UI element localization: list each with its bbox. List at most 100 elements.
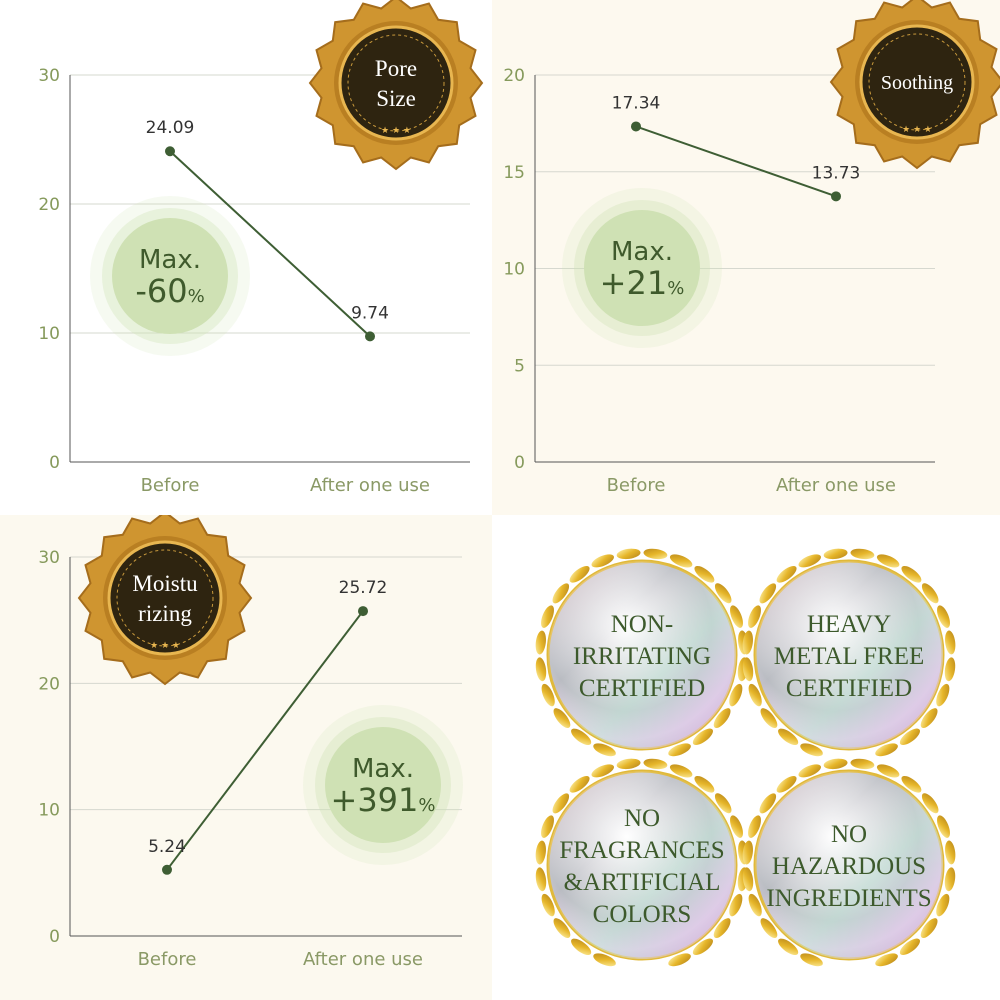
- badge-text: IRRITATING: [573, 643, 711, 670]
- data-point: [831, 191, 841, 202]
- laurel-leaf: [729, 893, 743, 917]
- data-label: 13.73: [812, 163, 861, 183]
- series-line: [169, 150, 371, 338]
- seal-center-shape: [859, 24, 975, 140]
- highlight-value-number: +21: [600, 264, 668, 302]
- moisturizing-chart-panel: 0 10 20 30 Before After one use Max. +391% 5.24 2…: [0, 515, 492, 1000]
- badge-text: CERTIFIED: [579, 675, 705, 702]
- y-tick-label: 0: [49, 453, 60, 473]
- laurel-leaf: [668, 743, 691, 757]
- laurel-leaf: [760, 918, 778, 939]
- laurel-leaf: [945, 840, 956, 865]
- laurel-leaf: [875, 953, 898, 967]
- badge-text: HAZARDOUS: [772, 853, 926, 880]
- laurel-leaf: [937, 605, 950, 628]
- chart-seal-badge: Moistu rizing ★ ★ ★: [77, 515, 253, 686]
- highlight-core: [112, 218, 228, 334]
- max-change-highlight: Max.+391%: [303, 705, 463, 865]
- y-tick-label: 10: [38, 324, 60, 344]
- y-tick-label: 20: [38, 195, 60, 215]
- data-label: 9.74: [351, 303, 389, 323]
- highlight-label: Max.: [352, 754, 414, 784]
- laurel-leaf: [643, 758, 668, 770]
- laurel-leaf: [936, 893, 950, 917]
- laurel-leaf: [571, 938, 592, 956]
- y-tick-label: 20: [503, 66, 525, 86]
- laurel-leaf: [535, 867, 547, 892]
- laurel-leaf: [694, 775, 715, 793]
- laurel-leaf: [535, 630, 546, 655]
- certifications-panel: NON- IRRITATING CERTIFIED HEAVY METAL FREE CE…: [492, 515, 1000, 1000]
- laurel-leaf: [823, 548, 848, 560]
- laurel-leaf: [593, 953, 616, 967]
- laurel-leaf: [535, 840, 546, 865]
- highlight-core: [325, 727, 441, 843]
- badge-text: METAL FREE: [774, 643, 925, 670]
- laurel-leaf: [776, 775, 797, 793]
- highlight-value-unit: %: [188, 286, 205, 307]
- seal-label: Moistu: [132, 571, 198, 596]
- highlight-value-unit: %: [667, 278, 684, 299]
- laurel-leaf: [643, 548, 668, 560]
- seal-center-shape: [338, 25, 454, 141]
- data-label: 25.72: [339, 578, 388, 598]
- laurel-leaf: [748, 893, 762, 917]
- laurel-leaf: [937, 815, 950, 838]
- laurel-leaf: [571, 728, 592, 746]
- highlight-value-unit: %: [418, 795, 435, 816]
- laurel-leaf: [694, 565, 715, 583]
- certification-badge: NON- IRRITATING CERTIFIED: [535, 548, 749, 757]
- series-line: [166, 610, 364, 871]
- y-tick-label: 0: [514, 453, 525, 473]
- laurel-ring-shape: [868, 33, 966, 131]
- y-tick-label: 0: [49, 927, 60, 947]
- data-label: 5.24: [148, 837, 186, 857]
- x-tick-label: Before: [607, 475, 666, 496]
- highlight-value-number: +391: [331, 781, 419, 819]
- y-tick-label: 10: [38, 801, 60, 821]
- laurel-leaf: [742, 840, 753, 865]
- laurel-leaf: [742, 657, 754, 682]
- seal-center-shape: [107, 540, 223, 656]
- laurel-leaf: [669, 764, 693, 778]
- laurel-leaf: [742, 630, 753, 655]
- seal-stars: ★ ★ ★: [902, 125, 932, 135]
- soothing-chart: 0 5 10 15 20 Before After one use Max.+21% 17.34…: [503, 0, 1000, 496]
- data-point: [165, 146, 175, 157]
- laurel-leaf: [552, 793, 570, 814]
- certification-badge: NO FRAGRANCES&ARTIFICIAL COLORS: [535, 758, 749, 967]
- y-tick-label: 5: [514, 356, 525, 376]
- x-tick-label: Before: [141, 475, 200, 496]
- laurel-leaf: [591, 554, 614, 568]
- laurel-ring-shape: [347, 34, 445, 132]
- laurel-leaf: [823, 758, 848, 770]
- laurel-leaf: [759, 583, 777, 604]
- highlight-value-number: -60: [135, 272, 187, 310]
- laurel-leaf: [899, 728, 921, 745]
- laurel-leaf: [541, 893, 555, 917]
- y-tick-label: 15: [503, 163, 525, 183]
- badge-text: NO: [831, 821, 867, 848]
- laurel-leaf: [713, 708, 731, 729]
- x-tick-label: Before: [138, 949, 197, 970]
- laurel-leaf: [920, 918, 938, 939]
- laurel-leaf: [778, 938, 799, 956]
- badge-text: COLORS: [593, 901, 692, 928]
- laurel-leaf: [800, 953, 823, 967]
- laurel-leaf: [552, 583, 570, 604]
- laurel-leaf: [759, 793, 777, 814]
- laurel-leaf: [553, 918, 571, 939]
- laurel-leaf: [730, 605, 743, 628]
- x-tick-label: After one use: [776, 475, 896, 496]
- certification-badges: NON- IRRITATING CERTIFIED HEAVY METAL FREE CE…: [535, 548, 956, 967]
- laurel-leaf: [945, 630, 956, 655]
- badge-sheen: [548, 561, 736, 749]
- max-change-highlight: Max.-60%: [90, 196, 250, 356]
- y-tick-label: 10: [503, 260, 525, 280]
- pore-size-chart-panel: 0 10 20 30 Before After one use Max. -60% 24.09 9…: [0, 0, 492, 515]
- laurel-leaf: [692, 938, 714, 955]
- laurel-leaf: [920, 708, 938, 729]
- laurel-leaf: [901, 565, 922, 583]
- laurel-leaf: [541, 815, 554, 838]
- badge-text: INGREDIENTS: [766, 885, 931, 912]
